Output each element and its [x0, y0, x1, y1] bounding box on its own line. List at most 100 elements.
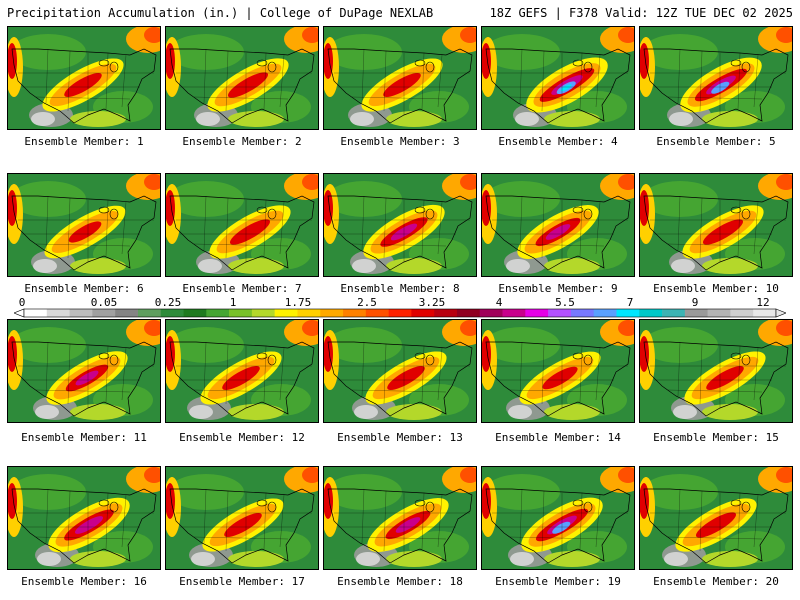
scale-swatch: [115, 309, 139, 317]
precip-map: [482, 320, 634, 422]
precip-map: [8, 320, 160, 422]
ensemble-member-label: Ensemble Member: 11: [21, 431, 147, 444]
ensemble-member-label: Ensemble Member: 17: [179, 575, 305, 588]
scale-swatch: [411, 309, 435, 317]
precip-map: [640, 27, 792, 129]
precip-map: [8, 174, 160, 276]
scale-tick-label: 0.25: [155, 296, 182, 309]
precip-map: [166, 320, 318, 422]
scale-swatch: [662, 309, 686, 317]
scale-swatch: [251, 309, 275, 317]
scale-swatch: [570, 309, 594, 317]
ensemble-member-label: Ensemble Member: 4: [498, 135, 618, 148]
precip-map: [640, 174, 792, 276]
precipitation-color-scale: 0 0.05 0.25 1 1.75 2.5 3.25 4 5.5 7 9 12: [14, 296, 786, 322]
precip-map: [640, 320, 792, 422]
precip-map: [166, 27, 318, 129]
scale-swatch: [92, 309, 116, 317]
scale-swatch: [229, 309, 253, 317]
ensemble-member-label: Ensemble Member: 20: [653, 575, 779, 588]
scale-swatch: [616, 309, 640, 317]
precip-map: [8, 467, 160, 569]
scale-tick-label: 0.05: [91, 296, 118, 309]
precip-map: [166, 467, 318, 569]
scale-arrow-left: [14, 308, 25, 318]
ensemble-map-12: [165, 319, 319, 423]
ensemble-member-label: Ensemble Member: 5: [656, 135, 776, 148]
ensemble-map-4: [481, 26, 635, 130]
ensemble-member-label: Ensemble Member: 15: [653, 431, 779, 444]
precip-map: [482, 27, 634, 129]
ensemble-map-9: [481, 173, 635, 277]
ensemble-member-label: Ensemble Member: 8: [340, 282, 460, 295]
ensemble-member-label: Ensemble Member: 3: [340, 135, 460, 148]
scale-swatch: [343, 309, 367, 317]
scale-swatch: [24, 309, 48, 317]
scale-tick-label: 7: [627, 296, 634, 309]
precip-map: [640, 467, 792, 569]
ensemble-map-15: [639, 319, 793, 423]
scale-swatch: [502, 309, 526, 317]
ensemble-member-label: Ensemble Member: 12: [179, 431, 305, 444]
ensemble-member-label: Ensemble Member: 7: [182, 282, 302, 295]
scale-tick-label: 4: [496, 296, 503, 309]
ensemble-map-2: [165, 26, 319, 130]
ensemble-member-label: Ensemble Member: 9: [498, 282, 618, 295]
scale-tick-label: 12: [756, 296, 769, 309]
ensemble-member-label: Ensemble Member: 14: [495, 431, 621, 444]
colorbar: 0 0.05 0.25 1 1.75 2.5 3.25 4 5.5 7 9 12: [14, 296, 786, 318]
scale-swatch: [639, 309, 663, 317]
ensemble-member-label: Ensemble Member: 13: [337, 431, 463, 444]
ensemble-member-label: Ensemble Member: 19: [495, 575, 621, 588]
scale-swatch: [137, 309, 162, 317]
ensemble-map-7: [165, 173, 319, 277]
precip-map: [482, 467, 634, 569]
scale-tick-label: 2.5: [357, 296, 377, 309]
scale-swatch: [548, 309, 572, 317]
precip-map: [166, 174, 318, 276]
scale-swatch: [730, 309, 754, 317]
ensemble-member-label: Ensemble Member: 2: [182, 135, 302, 148]
ensemble-member-label: Ensemble Member: 1: [24, 135, 144, 148]
ensemble-map-8: [323, 173, 477, 277]
ensemble-member-label: Ensemble Member: 18: [337, 575, 463, 588]
ensemble-map-18: [323, 466, 477, 570]
scale-tick-label: 3.25: [419, 296, 446, 309]
header-title: Precipitation Accumulation (in.) | Colle…: [7, 6, 434, 20]
scale-swatch: [183, 309, 207, 317]
ensemble-map-16: [7, 466, 161, 570]
ensemble-map-14: [481, 319, 635, 423]
ensemble-map-10: [639, 173, 793, 277]
ensemble-map-11: [7, 319, 161, 423]
ensemble-map-20: [639, 466, 793, 570]
precip-map: [324, 27, 476, 129]
scale-swatch: [388, 309, 412, 317]
precip-map: [8, 27, 160, 129]
ensemble-member-label: Ensemble Member: 10: [653, 282, 779, 295]
header-run-info: 18Z GEFS | F378 Valid: 12Z TUE DEC 02 20…: [489, 6, 793, 20]
precip-map: [324, 467, 476, 569]
scale-swatch: [206, 309, 230, 317]
scale-swatch: [456, 309, 481, 317]
scale-tick-label: 9: [692, 296, 699, 309]
ensemble-map-5: [639, 26, 793, 130]
scale-swatch: [707, 309, 731, 317]
scale-tick-label: 5.5: [555, 296, 575, 309]
scale-swatch: [274, 309, 298, 317]
scale-swatch: [46, 309, 70, 317]
ensemble-member-label: Ensemble Member: 16: [21, 575, 147, 588]
scale-tick-label: 1: [230, 296, 237, 309]
ensemble-map-6: [7, 173, 161, 277]
scale-swatch: [525, 309, 549, 317]
scale-tick-label: 1.75: [285, 296, 312, 309]
precip-map: [324, 174, 476, 276]
ensemble-map-13: [323, 319, 477, 423]
scale-swatch: [320, 309, 344, 317]
scale-swatch: [479, 309, 503, 317]
scale-swatch: [684, 309, 708, 317]
ensemble-map-19: [481, 466, 635, 570]
scale-swatch: [753, 309, 777, 317]
scale-swatch: [69, 309, 93, 317]
precip-map: [482, 174, 634, 276]
scale-swatch: [434, 309, 458, 317]
